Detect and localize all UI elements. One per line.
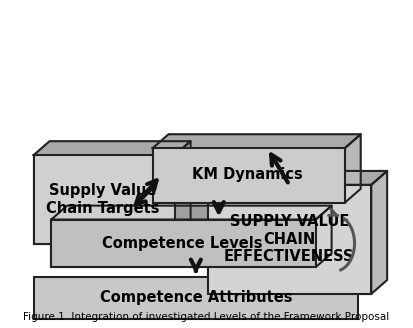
Bar [34,155,175,244]
Bar [51,219,316,267]
Bar [51,219,316,267]
Text: Figure 1. Integration of investigated Levels of the Framework Proposal: Figure 1. Integration of investigated Le… [23,312,389,322]
Bar [34,155,175,244]
Text: Competence Levels: Competence Levels [102,236,262,251]
Text: KM Dynamics: KM Dynamics [192,167,302,182]
Polygon shape [345,134,361,203]
Text: Competence Attributes: Competence Attributes [100,290,292,305]
Polygon shape [208,171,387,185]
Polygon shape [175,141,190,244]
Polygon shape [153,134,361,148]
Polygon shape [371,171,387,294]
Text: Supply Value
Chain Targets: Supply Value Chain Targets [46,183,159,216]
Bar [34,277,358,319]
Polygon shape [316,206,332,267]
Polygon shape [34,141,190,155]
Bar [208,185,371,294]
Bar [208,185,371,294]
Bar [153,148,345,203]
Text: SUPPLY VALUE
CHAIN
EFFECTIVENESS: SUPPLY VALUE CHAIN EFFECTIVENESS [224,215,354,264]
Bar [153,148,345,203]
Polygon shape [51,206,332,219]
